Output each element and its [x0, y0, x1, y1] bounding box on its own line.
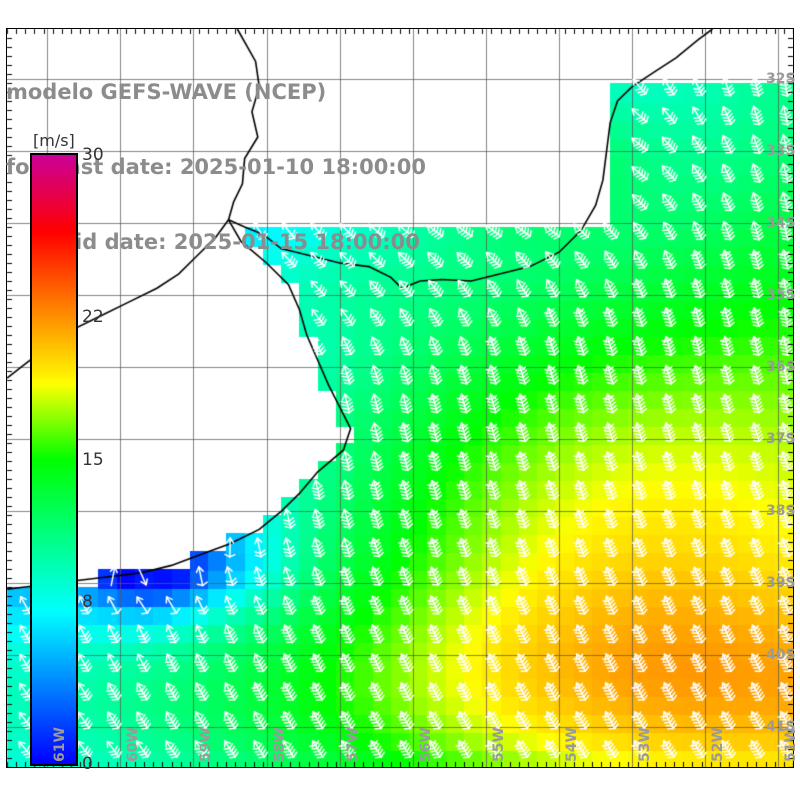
- lon-label-52W: 52W: [710, 727, 727, 762]
- lat-label-41S: 41S: [766, 719, 796, 736]
- colorbar-unit-label: [m/s]: [33, 131, 75, 150]
- lon-label-55W: 55W: [490, 727, 507, 762]
- lat-label-33S: 33S: [766, 143, 796, 160]
- lon-label-57W: 57W: [344, 727, 361, 762]
- lon-label-61W: 61W: [52, 727, 69, 762]
- title-forecast-date: forecast date: 2025-01-10 18:00:00: [6, 155, 426, 179]
- lon-label-60W: 60W: [125, 727, 142, 762]
- colorbar-tick-15: 15: [82, 449, 104, 470]
- lat-label-36S: 36S: [766, 359, 796, 376]
- colorbar-tick-0: 0: [82, 754, 93, 774]
- colorbar-tick-22: 22: [82, 307, 104, 328]
- colorbar-gradient: [32, 155, 76, 764]
- lat-label-38S: 38S: [766, 503, 796, 520]
- lon-label-54W: 54W: [564, 727, 581, 762]
- lat-label-32S: 32S: [766, 71, 796, 88]
- title-model: modelo GEFS-WAVE (NCEP): [6, 80, 327, 104]
- title-valid-date: valid date: 2025-01-15 18:00:00: [40, 230, 420, 254]
- wind-speed-heatmap-canvas: [6, 28, 794, 768]
- colorbar[interactable]: [30, 153, 78, 766]
- lon-label-58W: 58W: [271, 727, 288, 762]
- lon-label-59W: 59W: [198, 727, 215, 762]
- colorbar-tick-8: 8: [82, 591, 93, 612]
- lon-label-51W: 51W: [783, 727, 800, 762]
- lon-label-56W: 56W: [417, 727, 434, 762]
- lat-label-35S: 35S: [766, 287, 796, 304]
- map-plot-area[interactable]: [6, 28, 794, 768]
- lat-label-37S: 37S: [766, 431, 796, 448]
- colorbar-tick-30: 30: [82, 145, 104, 165]
- lon-label-53W: 53W: [637, 727, 654, 762]
- lat-label-40S: 40S: [766, 647, 796, 664]
- lat-label-39S: 39S: [766, 575, 796, 592]
- lat-label-34S: 34S: [766, 215, 796, 232]
- figure-title: modelo GEFS-WAVE (NCEP) forecast date: 2…: [6, 30, 606, 305]
